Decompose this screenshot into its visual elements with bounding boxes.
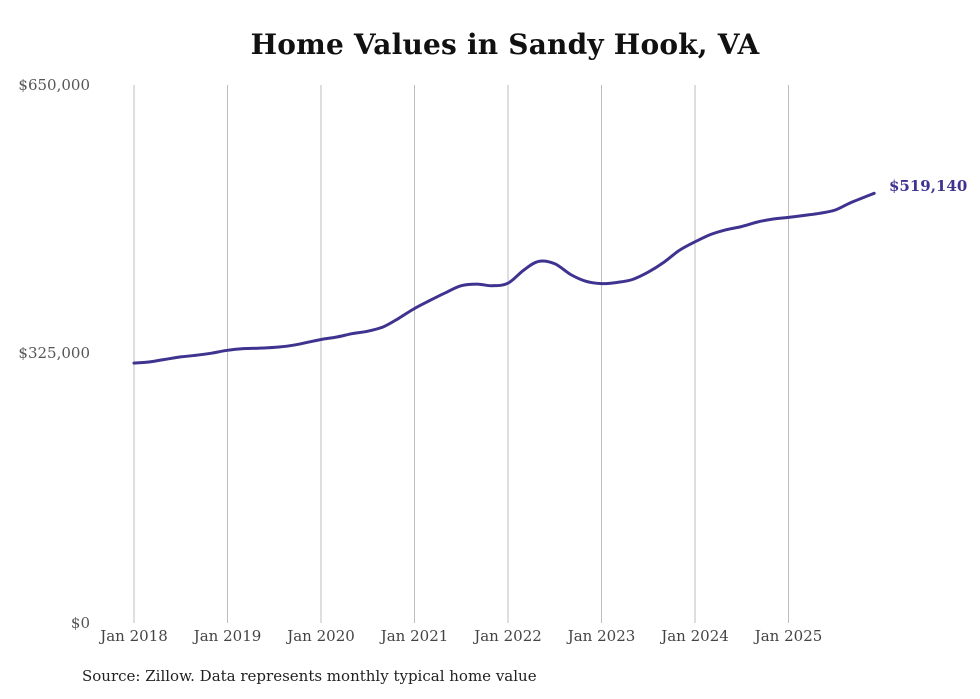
y-tick-label: $0 — [71, 614, 90, 632]
last-value-label: $519,140 — [889, 177, 967, 195]
home-value-line — [132, 191, 876, 365]
chart-title: Home Values in Sandy Hook, VA — [250, 28, 760, 61]
x-tick-label: Jan 2018 — [98, 627, 168, 645]
y-axis: $650,000 $325,000 $0 — [18, 76, 90, 632]
x-tick-label: Jan 2024 — [659, 627, 729, 645]
x-tick-label: Jan 2020 — [285, 627, 355, 645]
y-tick-label: $650,000 — [18, 76, 90, 94]
x-axis: Jan 2018 Jan 2019 Jan 2020 Jan 2021 Jan … — [98, 627, 822, 645]
x-tick-label: Jan 2025 — [753, 627, 823, 645]
x-tick-label: Jan 2022 — [472, 627, 542, 645]
x-tick-label: Jan 2023 — [566, 627, 636, 645]
gridlines — [133, 85, 789, 623]
source-note: Source: Zillow. Data represents monthly … — [82, 667, 537, 685]
x-tick-label: Jan 2021 — [379, 627, 449, 645]
y-tick-label: $325,000 — [18, 344, 90, 362]
x-tick-label: Jan 2019 — [192, 627, 262, 645]
